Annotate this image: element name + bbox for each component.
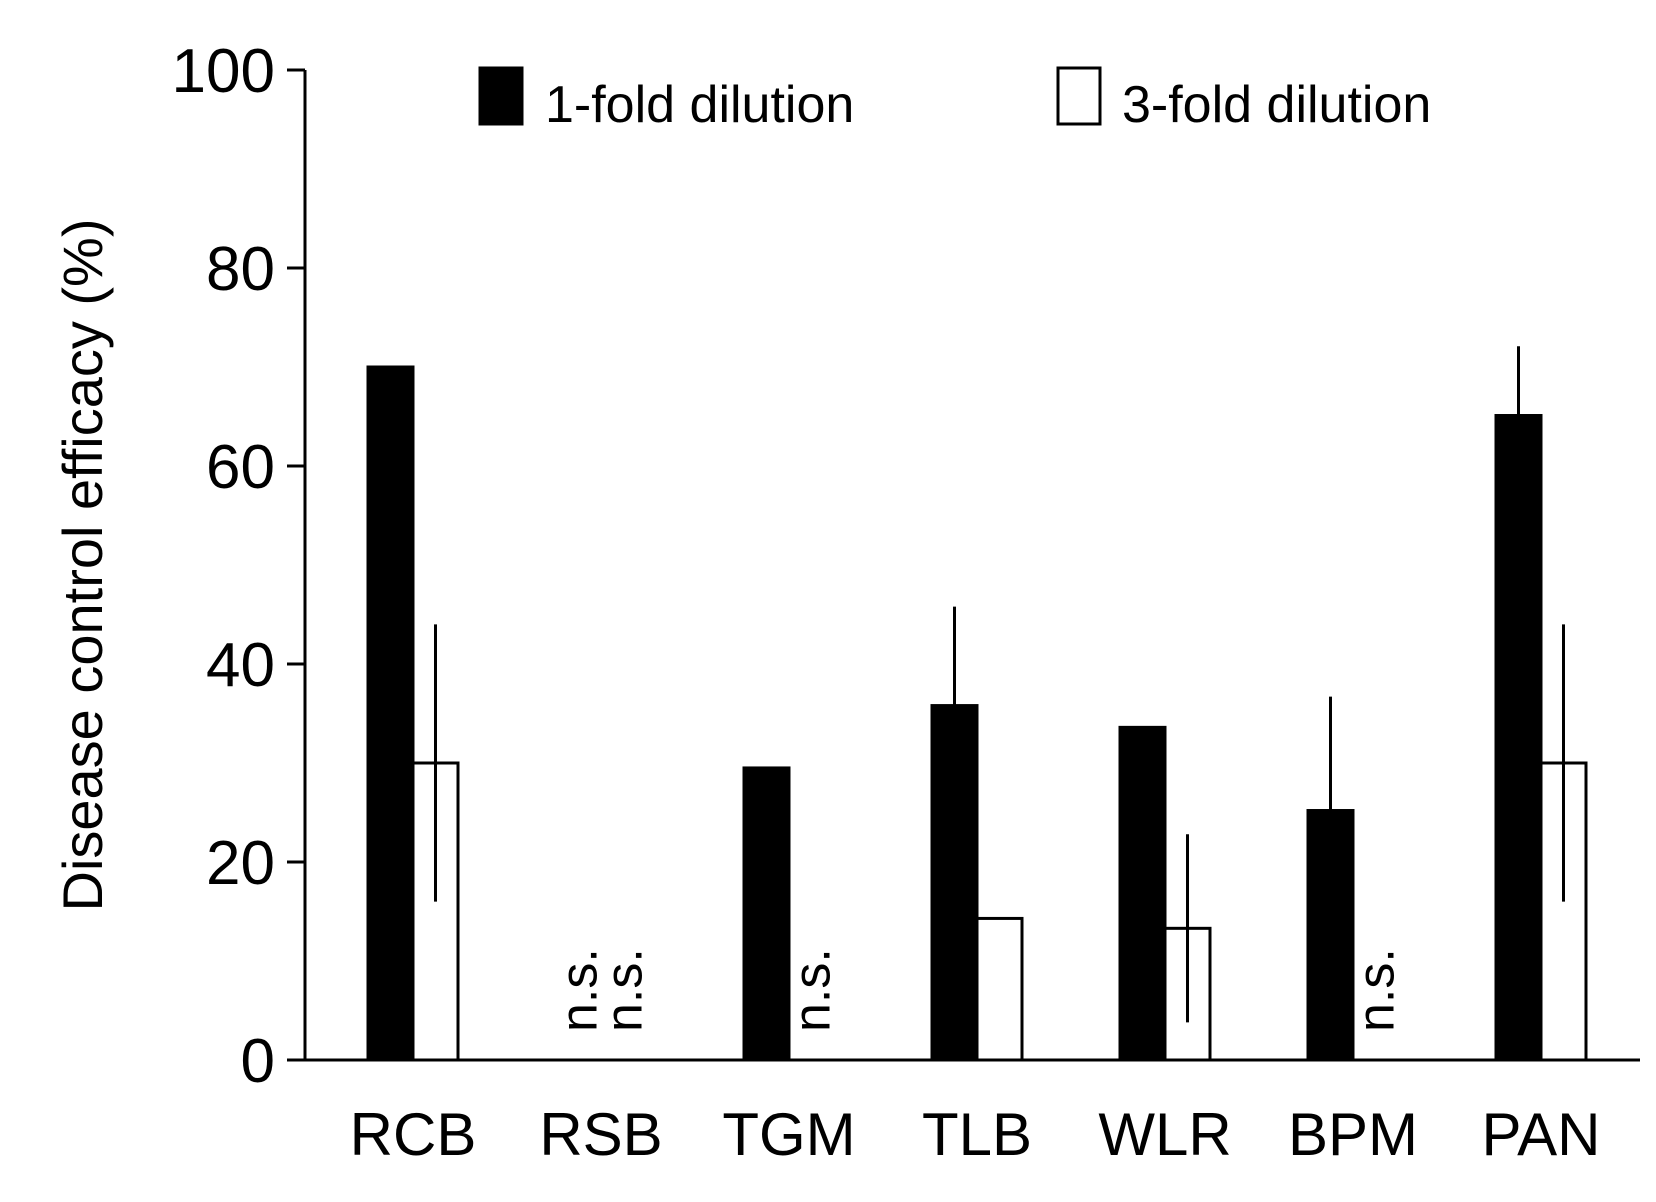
- x-tick-label-tlb: TLB: [922, 1101, 1032, 1168]
- legend-swatch-three-fold: [1056, 66, 1102, 126]
- bar-one-fold-wlr: [1118, 725, 1167, 1062]
- y-tick-label: 100: [172, 37, 275, 106]
- ns-annotation: n.s.: [551, 948, 609, 1032]
- y-tick-label: 0: [241, 1027, 275, 1096]
- x-tick-label-rsb: RSB: [539, 1101, 662, 1168]
- x-tick-label-pan: PAN: [1482, 1101, 1601, 1168]
- y-tick-label: 20: [206, 829, 275, 898]
- y-tick-label: 40: [206, 631, 275, 700]
- ns-annotation: n.s.: [596, 948, 654, 1032]
- y-axis-label: Disease control efficacy (%): [51, 219, 114, 912]
- x-tick-label-bpm: BPM: [1288, 1101, 1418, 1168]
- bar-one-fold-tgm: [742, 766, 791, 1062]
- x-tick-label-rcb: RCB: [350, 1101, 477, 1168]
- ns-annotation: n.s.: [784, 948, 842, 1032]
- ns-annotation: n.s.: [1348, 948, 1406, 1032]
- x-tick-label-tgm: TGM: [722, 1101, 855, 1168]
- legend-swatch-one-fold: [478, 66, 524, 126]
- y-tick-label: 80: [206, 235, 275, 304]
- x-tick-label-wlr: WLR: [1098, 1101, 1231, 1168]
- legend-label-one-fold: 1-fold dilution: [545, 76, 854, 134]
- y-tick-label: 60: [206, 433, 275, 502]
- bar-one-fold-pan: [1494, 414, 1543, 1062]
- bar-three-fold-tlb: [975, 916, 1024, 1062]
- bar-one-fold-rcb: [366, 365, 415, 1062]
- legend-label-three-fold: 3-fold dilution: [1122, 76, 1431, 134]
